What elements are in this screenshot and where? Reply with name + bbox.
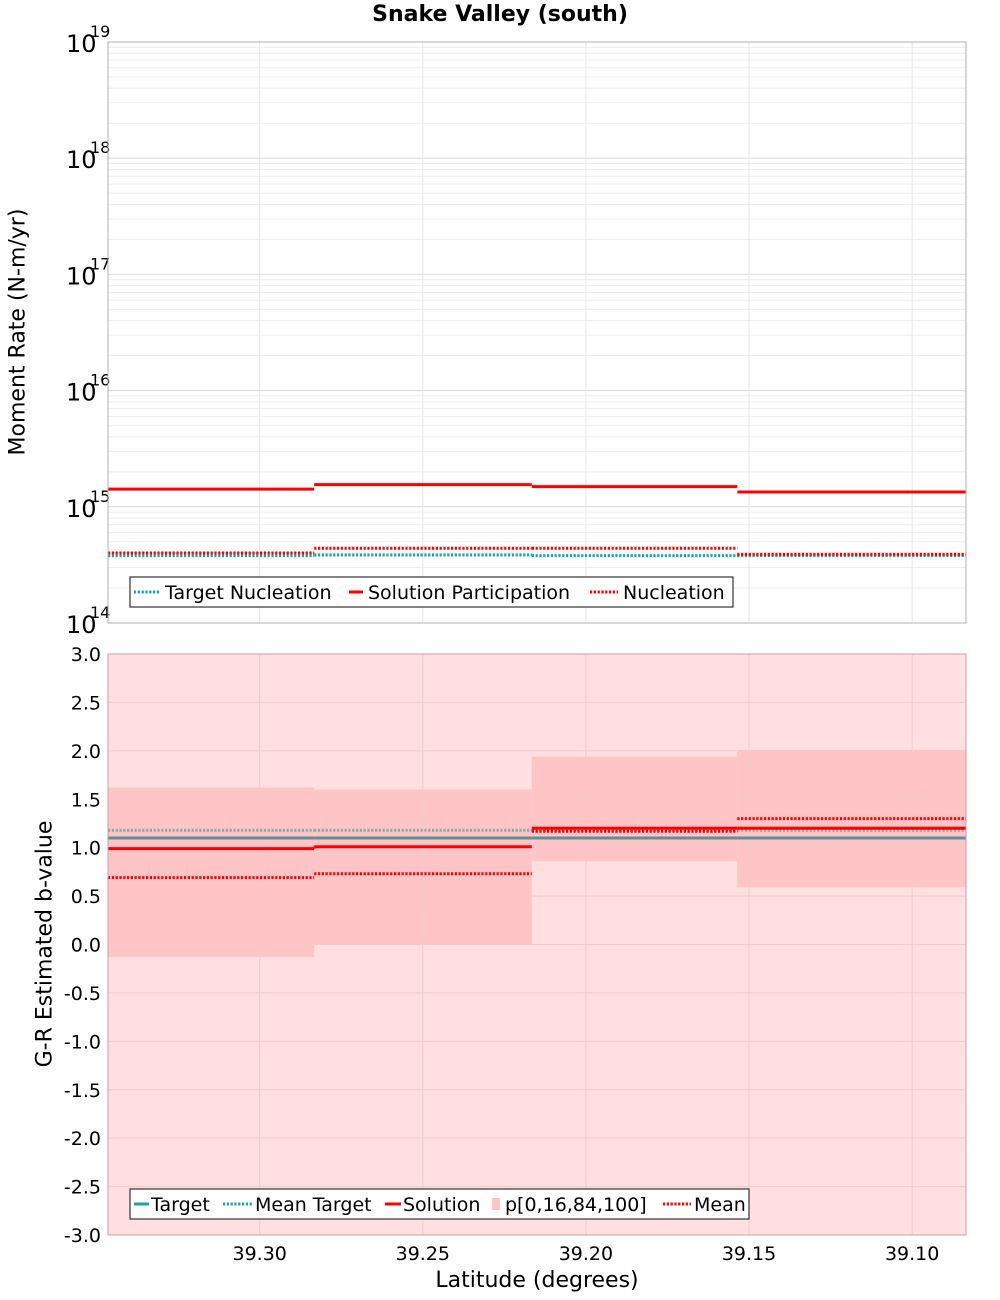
- x-axis-label: Latitude (degrees): [435, 1268, 639, 1293]
- bottom-panel: -3.0 -2.5 -2.0 -1.5 -1.0 -0.5 0.0 0.5 1.0 1.5 2.0 2…: [64, 644, 967, 1265]
- bottom-legend-label: p[0,16,84,100]: [505, 1194, 647, 1216]
- bottom-x-tick-label: 39.25: [396, 1243, 450, 1265]
- bottom-band-inner-segment: [531, 756, 738, 862]
- top-y-tick-base: 10: [66, 495, 97, 523]
- bottom-x-tick-label: 39.15: [722, 1243, 776, 1265]
- top-y-tick-base: 10: [66, 611, 97, 639]
- bottom-y-tick-label: -0.5: [64, 983, 101, 1005]
- bottom-legend-box: [129, 1188, 750, 1220]
- top-y-tick-exponent: 16: [90, 371, 110, 390]
- top-legend-box: [129, 576, 734, 608]
- bottom-y-tick-label: -2.0: [64, 1128, 101, 1150]
- bottom-legend-swatch: [492, 1198, 500, 1210]
- top-legend-label: Solution Participation: [368, 582, 570, 604]
- top-y-tick-exponent: 18: [90, 138, 110, 157]
- bottom-legend-label: Target: [150, 1194, 210, 1216]
- bottom-y-tick-label: -1.5: [64, 1080, 101, 1102]
- bottom-y-tick-label: 1.5: [71, 789, 101, 811]
- top-legend-label: Nucleation: [623, 582, 725, 604]
- bottom-y-tick-label: 0.0: [71, 935, 101, 957]
- top-y-tick-exponent: 15: [90, 487, 110, 506]
- bottom-legend: Target Mean Target Solution p[0,16,84,100] M…: [129, 1188, 750, 1220]
- bottom-plot-frame: [107, 653, 967, 1236]
- top-plot-frame: [107, 41, 967, 624]
- chart-title: Snake Valley (south): [372, 2, 628, 27]
- top-legend-label: Target Nucleation: [164, 582, 332, 604]
- bottom-band-inner-segment: [108, 787, 315, 958]
- bottom-y-tick-label: 2.5: [71, 692, 101, 714]
- bottom-y-tick-label: -1.0: [64, 1031, 101, 1053]
- bottom-y-tick-label: 2.0: [71, 741, 101, 763]
- top-y-tick-base: 10: [66, 146, 97, 174]
- top-y-tick-base: 10: [66, 262, 97, 290]
- bottom-x-tick-label: 39.20: [559, 1243, 613, 1265]
- top-y-tick-exponent: 14: [90, 603, 110, 622]
- bottom-legend-label: Mean Target: [255, 1194, 372, 1216]
- bottom-x-tick-label: 39.30: [232, 1243, 286, 1265]
- top-y-tick-exponent: 19: [90, 22, 110, 41]
- bottom-y-tick-label: 1.0: [71, 838, 101, 860]
- top-y-tick-exponent: 17: [90, 254, 110, 273]
- bottom-y-tick-label: -2.5: [64, 1177, 101, 1199]
- bottom-legend-label: Solution: [403, 1194, 480, 1216]
- top-plot-area: [108, 42, 966, 623]
- top-y-tick-base: 10: [66, 379, 97, 407]
- bottom-y-tick-label: 3.0: [71, 644, 101, 666]
- bottom-y-tick-label: 0.5: [71, 886, 101, 908]
- top-y-tick-base: 10: [66, 30, 97, 58]
- bottom-legend-label: Mean: [694, 1194, 746, 1216]
- bottom-y-tick-label: -3.0: [64, 1225, 101, 1247]
- top-legend: Target Nucleation Solution Participation N…: [129, 576, 734, 608]
- bottom-x-tick-label: 39.10: [885, 1243, 939, 1265]
